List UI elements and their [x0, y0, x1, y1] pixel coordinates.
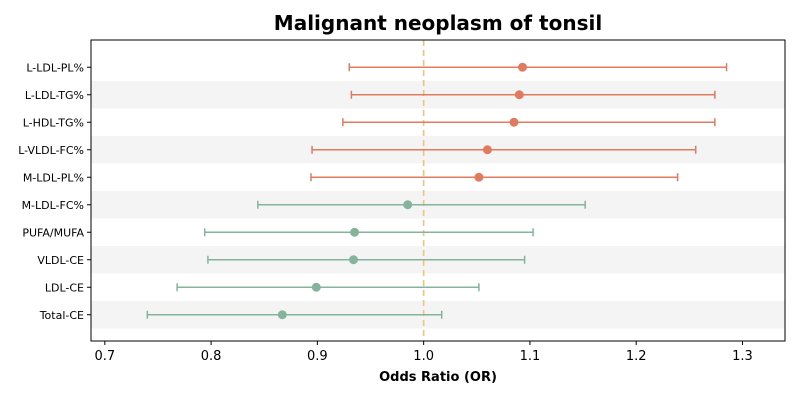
odds-ratio-point — [349, 255, 359, 265]
x-axis-label: Odds Ratio (OR) — [379, 370, 497, 385]
x-axis: 0.7 0.8 0.9 1.0 1.1 1.2 1.3 — [94, 341, 753, 364]
odds-ratio-point — [517, 62, 527, 72]
odds-ratio-point — [311, 282, 321, 292]
odds-ratio-point — [474, 172, 484, 182]
x-tick-label: 0.7 — [94, 349, 115, 364]
y-tick-label: L-LDL-PL% — [26, 61, 84, 74]
x-tick-label: 1.2 — [626, 349, 647, 364]
y-tick-label: Total-CE — [39, 309, 84, 322]
odds-ratio-point — [514, 90, 524, 100]
y-tick-label: M-LDL-FC% — [22, 199, 84, 212]
y-tick-label: PUFA/MUFA — [22, 226, 84, 239]
y-tick-label: L-HDL-TG% — [23, 116, 84, 129]
chart-title: Malignant neoplasm of tonsil — [274, 11, 602, 35]
plot-frame — [90, 39, 786, 342]
odds-ratio-point — [277, 310, 287, 320]
y-tick-label: L-VLDL-FC% — [18, 144, 84, 157]
y-tick-label: VLDL-CE — [37, 254, 84, 267]
odds-ratio-point — [350, 227, 360, 237]
y-tick-label: M-LDL-PL% — [23, 171, 84, 184]
y-tick-label: L-LDL-TG% — [25, 89, 84, 102]
x-tick-label: 0.9 — [307, 349, 328, 364]
y-axis: L-LDL-PL% L-LDL-TG% L-HDL-TG% L-VLDL-FC% M-L… — [18, 61, 91, 322]
confidence-intervals — [146, 62, 728, 320]
x-tick-label: 1.1 — [520, 349, 541, 364]
x-tick-label: 0.8 — [201, 349, 222, 364]
odds-ratio-point — [482, 145, 492, 155]
x-tick-label: 1.3 — [732, 349, 753, 364]
odds-ratio-point — [403, 200, 413, 210]
y-tick-label: LDL-CE — [45, 281, 84, 294]
x-tick-label: 1.0 — [413, 349, 434, 364]
odds-ratio-point — [509, 117, 519, 127]
